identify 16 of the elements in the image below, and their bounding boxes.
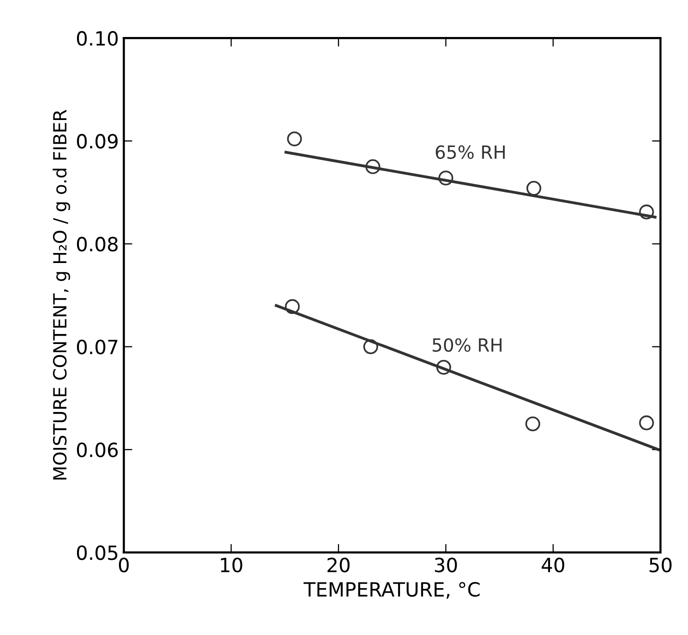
x-tick-label: 40 xyxy=(542,558,564,572)
y-tick-label: 0.08 xyxy=(76,236,118,252)
x-tick-label: 30 xyxy=(434,558,457,572)
x-tick-label: 50 xyxy=(650,558,672,572)
x-tick-label: 10 xyxy=(220,558,242,572)
series-label: 65% RH xyxy=(436,145,505,159)
y-tick-label: 0.05 xyxy=(76,545,118,560)
x-axis-title: TEMPERATURE, °C xyxy=(304,582,480,599)
x-tick-label: 20 xyxy=(328,558,350,572)
y-tick-label: 0.09 xyxy=(76,134,118,149)
y-axis-title: MOISTURE CONTENT, g H₂O / g o.d FIBER xyxy=(52,110,70,480)
x-tick-label: 0 xyxy=(118,558,129,572)
y-tick-label: 0.07 xyxy=(76,340,118,354)
y-tick-label: 0.06 xyxy=(76,442,118,458)
series-label: 50% RH xyxy=(432,338,502,352)
y-tick-label: 0.10 xyxy=(76,31,118,46)
